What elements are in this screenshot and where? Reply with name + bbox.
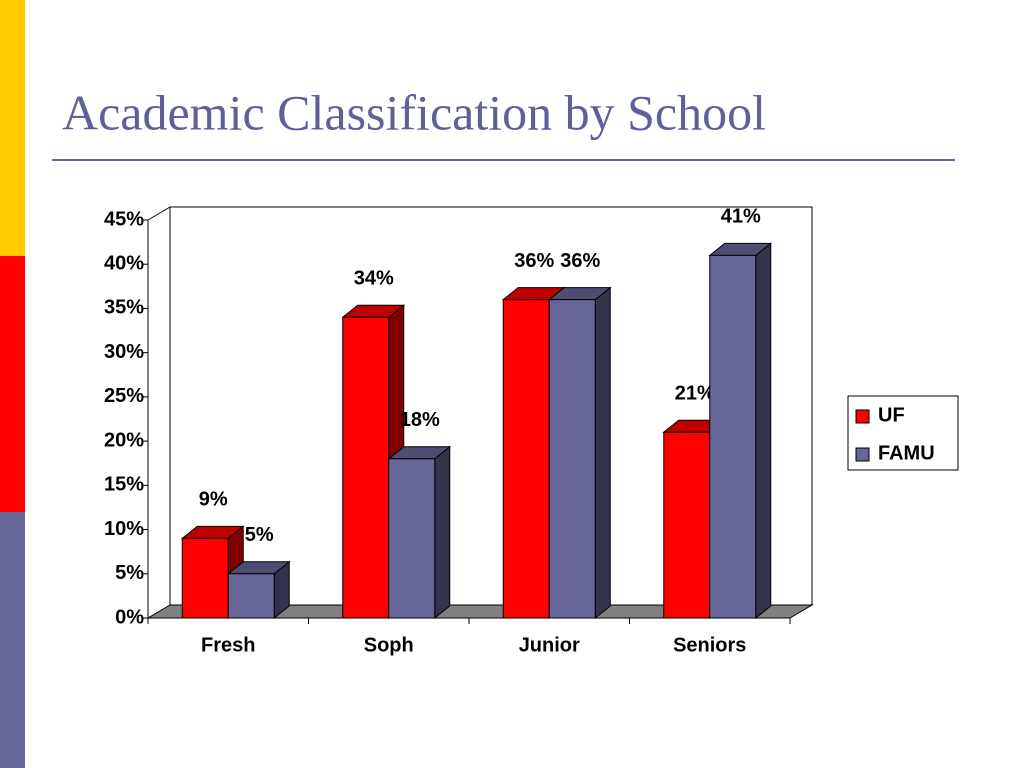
chart-title: Academic Classification by School [62,84,766,140]
y-tick-label: 45% [104,208,144,230]
y-tick-label: 20% [104,429,144,451]
y-tick-label: 15% [104,474,144,496]
legend-label: FAMU [878,442,935,464]
legend-swatch [855,447,870,462]
x-tick-label: Fresh [201,634,255,656]
legend [847,395,959,471]
y-tick-label: 0% [115,606,144,628]
bar [388,458,436,619]
value-label: 36% [560,250,600,272]
x-tick-label: Soph [364,634,414,656]
y-tick-label: 10% [104,518,144,540]
y-tick-label: 25% [104,385,144,407]
bar [548,299,596,619]
bar-side [755,242,772,620]
bar-side [434,445,451,620]
axis-edge [147,206,171,221]
legend-swatch [855,409,870,424]
accent-yellow [0,0,25,256]
value-label: 18% [400,409,440,431]
value-label: 9% [199,489,228,511]
x-tick-label: Seniors [673,634,746,656]
legend-label: UF [878,404,905,426]
bar [342,316,390,619]
bar [663,431,711,619]
bar-side [594,286,611,620]
y-tick-label: 30% [104,341,144,363]
bar [709,254,757,619]
accent-blue [0,512,25,768]
y-tick-label: 40% [104,253,144,275]
y-tick-label: 35% [104,297,144,319]
x-tick-label: Junior [519,634,580,656]
value-label: 21% [675,383,715,405]
bar [502,299,550,619]
value-label: 34% [354,268,394,290]
value-label: 36% [514,250,554,272]
bar [181,537,229,619]
accent-red [0,256,25,512]
value-label: 5% [245,524,274,546]
y-tick-label: 5% [115,562,144,584]
bar [227,573,275,619]
value-label: 41% [721,206,761,228]
